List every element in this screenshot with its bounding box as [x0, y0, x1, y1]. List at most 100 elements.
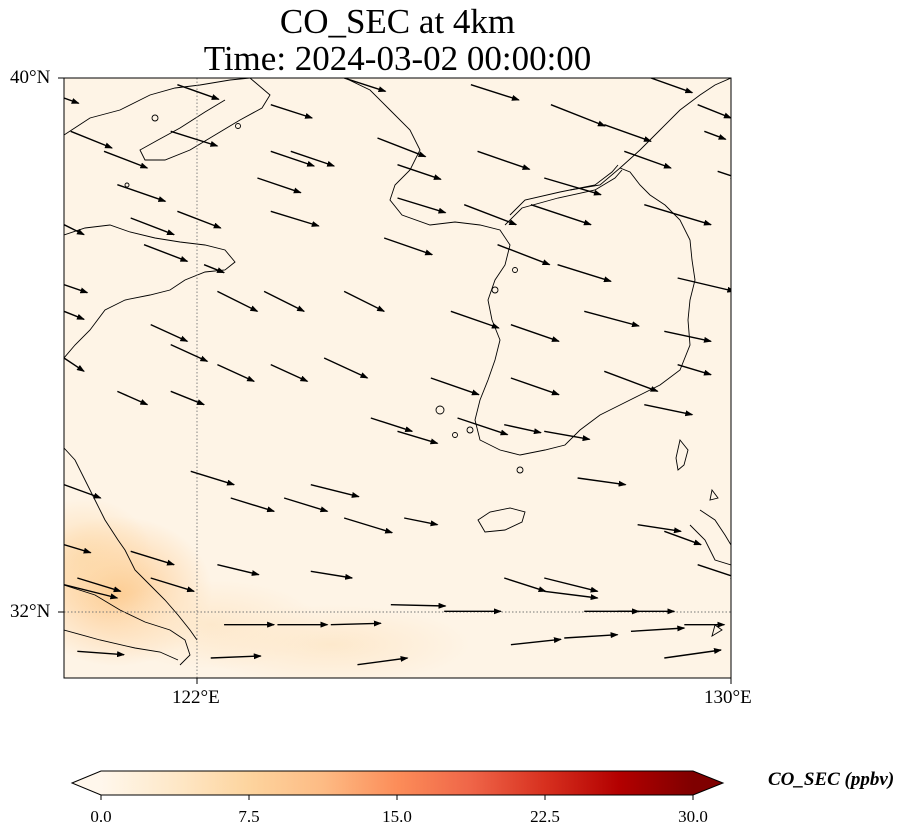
- wind-arrow: [103, 150, 149, 169]
- map-title-line2: Time: 2024-03-02 00:00:00: [203, 39, 592, 78]
- wind-arrow: [170, 390, 205, 406]
- wind-arrow: [170, 344, 209, 362]
- wind-arrow: [397, 164, 442, 180]
- wind-arrow: [150, 324, 189, 342]
- concentration-hotspots: [64, 498, 471, 678]
- wind-arrow: [177, 210, 222, 229]
- wind-arrow: [210, 653, 262, 660]
- wind-arrow: [217, 290, 259, 312]
- wind-arrow: [77, 577, 122, 593]
- wind-arrow: [544, 430, 591, 442]
- wind-arrow: [270, 210, 320, 227]
- wind-arrow: [630, 625, 686, 633]
- coastline-japan: [689, 509, 731, 566]
- wind-arrow: [604, 370, 659, 392]
- wind-arrow: [457, 417, 509, 436]
- ytick-label-32: 32°N: [10, 601, 51, 622]
- coastline-jiangsu: [64, 447, 198, 641]
- wind-arrow: [584, 310, 640, 328]
- wind-arrow: [470, 83, 520, 101]
- wind-arrow: [510, 637, 562, 646]
- ytick-label-40: 40°N: [10, 67, 51, 88]
- wind-arrow: [343, 290, 386, 312]
- map-title-line1: CO_SEC at 4km: [279, 2, 516, 41]
- wind-arrow: [330, 620, 382, 627]
- wind-arrow: [544, 590, 599, 601]
- wind-arrow: [504, 577, 547, 593]
- wind-arrow: [177, 84, 220, 100]
- wind-arrow: [270, 104, 314, 119]
- wind-arrow: [404, 517, 439, 527]
- wind-arrow: [624, 150, 672, 169]
- coastline-korea-east: [619, 78, 731, 169]
- wind-arrow: [270, 364, 309, 382]
- wind-arrow: [64, 224, 85, 236]
- wind-arrow: [477, 150, 531, 170]
- colorbar: [70, 770, 725, 800]
- wind-arrow: [143, 244, 189, 262]
- yangtze-estuary: [64, 584, 191, 666]
- xtick-label-130: 130°E: [704, 687, 752, 708]
- wind-arrow: [644, 203, 712, 226]
- wind-arrow: [343, 78, 387, 93]
- gridlines: [64, 78, 731, 678]
- map-frame: [63, 77, 732, 679]
- wind-arrow: [577, 477, 627, 487]
- wind-arrow: [544, 577, 599, 593]
- wind-arrow: [510, 377, 560, 396]
- map-layers: [64, 78, 731, 678]
- wind-arrow: [357, 655, 409, 666]
- wind-arrow: [170, 130, 219, 147]
- wind-arrow: [263, 290, 306, 312]
- wind-vectors: [64, 78, 731, 666]
- colorbar-extend-high: [693, 771, 723, 795]
- colorbar-label: CO_SEC (ppbv): [768, 769, 895, 790]
- wind-arrow: [650, 78, 694, 94]
- coastline-bohai-north: [64, 78, 251, 136]
- wind-arrow: [504, 423, 542, 435]
- wind-arrow: [637, 523, 682, 534]
- colorbar-tick-2: 15.0: [382, 807, 412, 826]
- wind-arrow: [430, 377, 480, 396]
- wind-arrow: [117, 184, 167, 202]
- wind-arrow: [257, 177, 302, 194]
- wind-arrow: [677, 363, 712, 376]
- wind-arrow: [64, 284, 89, 294]
- wind-arrow: [217, 364, 256, 382]
- wind-arrow: [203, 264, 226, 274]
- wind-arrow: [544, 177, 602, 196]
- wind-arrow: [664, 330, 712, 343]
- wind-arrow: [564, 632, 619, 639]
- wind-arrow: [377, 137, 427, 158]
- wind-arrow: [270, 150, 316, 167]
- concentration-hotspot: [64, 498, 154, 618]
- colorbar-extend-low: [72, 771, 101, 795]
- wind-arrow: [604, 124, 652, 142]
- colorbar-tick-4: 30.0: [678, 807, 708, 826]
- wind-arrow: [463, 204, 518, 226]
- wind-arrow: [450, 310, 500, 329]
- wind-arrow: [510, 324, 560, 342]
- wind-arrow: [150, 577, 196, 593]
- wind-arrow: [64, 97, 80, 104]
- wind-arrow: [664, 530, 702, 546]
- wind-arrow: [664, 648, 722, 659]
- wind-arrow: [677, 277, 731, 293]
- colorbar-body: [101, 771, 693, 795]
- wind-arrow: [283, 497, 329, 513]
- boundary-line-2: [504, 169, 623, 226]
- wind-arrow: [77, 650, 126, 658]
- xtick-label-122: 122°E: [172, 687, 220, 708]
- wind-arrow: [64, 310, 85, 320]
- wind-arrow: [64, 543, 92, 554]
- wind-arrow: [64, 484, 102, 499]
- wind-arrow: [343, 517, 394, 534]
- colorbar-tick-1: 7.5: [238, 807, 260, 826]
- wind-arrow: [383, 237, 434, 256]
- wind-arrow: [497, 244, 551, 266]
- wind-arrow: [397, 430, 439, 445]
- wind-arrow: [697, 104, 731, 119]
- wind-arrow: [644, 403, 694, 417]
- wind-arrow: [310, 483, 360, 498]
